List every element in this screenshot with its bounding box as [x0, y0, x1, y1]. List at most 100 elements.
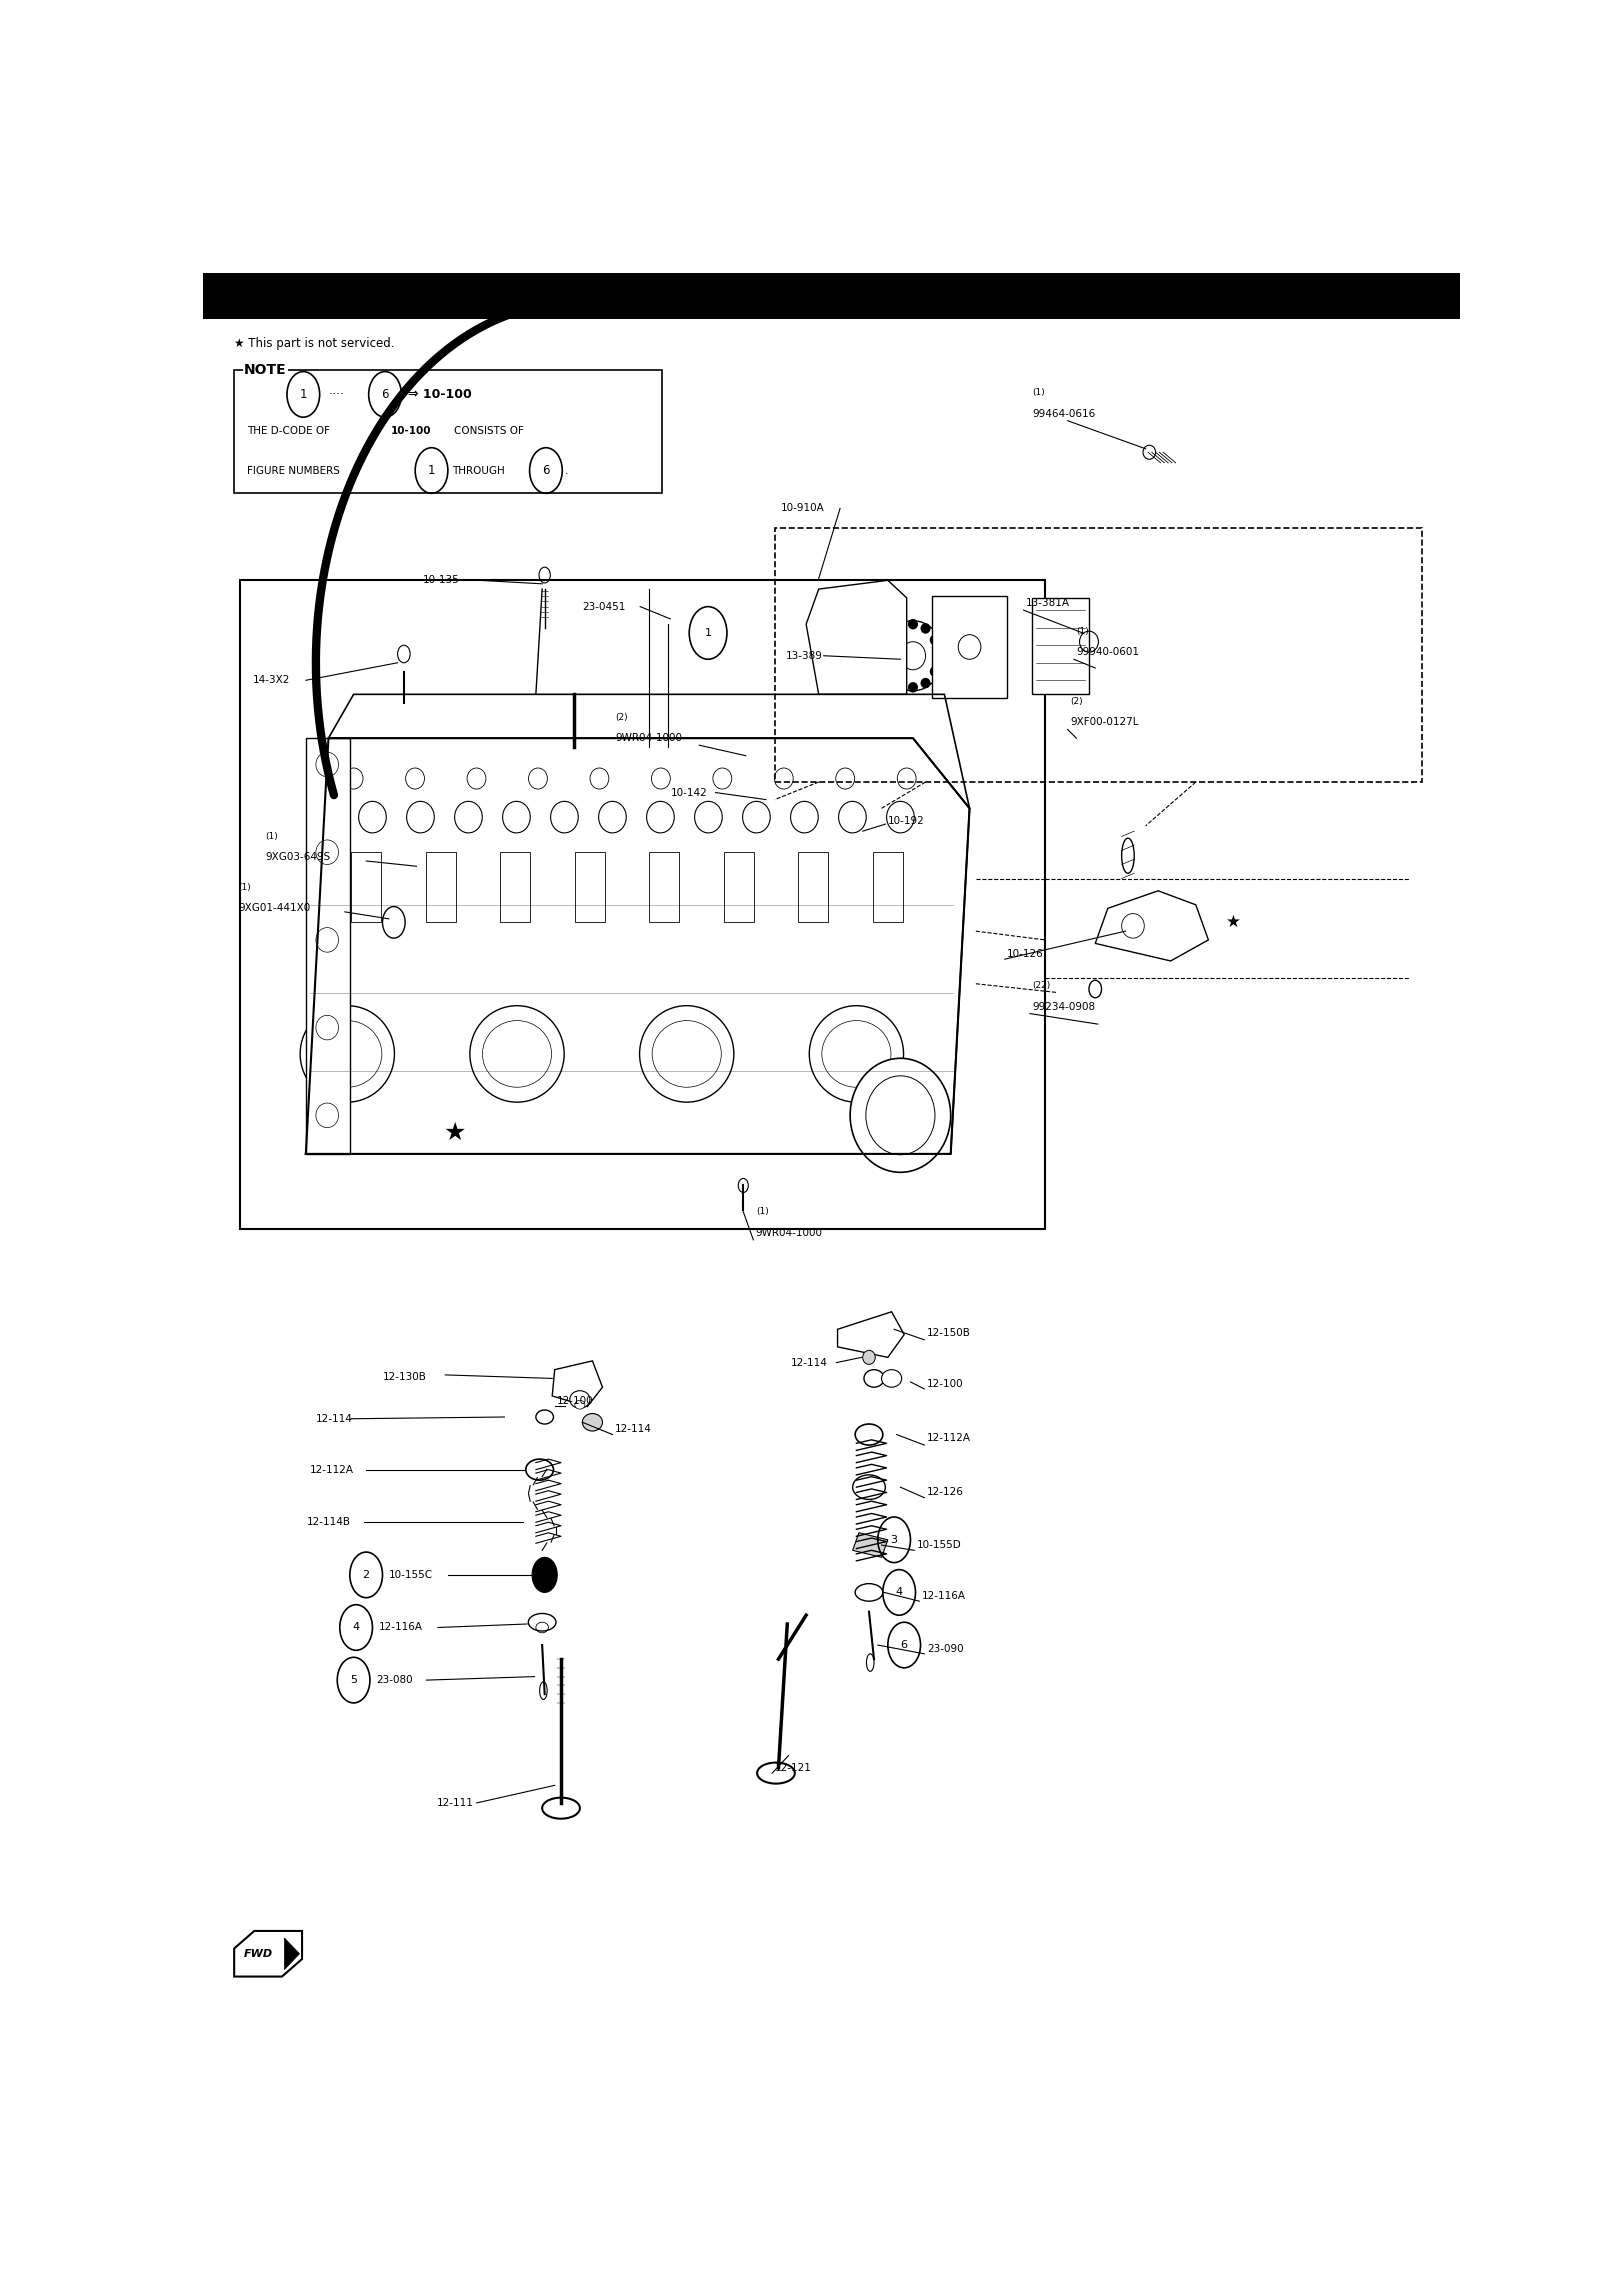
Polygon shape	[853, 1533, 887, 1558]
Ellipse shape	[590, 768, 608, 788]
Ellipse shape	[358, 802, 386, 834]
Ellipse shape	[574, 1401, 586, 1410]
Text: 14-3X2: 14-3X2	[253, 674, 290, 686]
Text: 9XG01-441X0: 9XG01-441X0	[238, 904, 310, 913]
Ellipse shape	[886, 636, 897, 645]
Text: THE D-CODE OF: THE D-CODE OF	[247, 426, 329, 435]
Ellipse shape	[908, 620, 918, 629]
Ellipse shape	[757, 1763, 795, 1784]
Text: 12-114: 12-114	[792, 1358, 827, 1367]
Text: ⇒ 10-100: ⇒ 10-100	[407, 387, 472, 401]
Ellipse shape	[714, 768, 732, 788]
Circle shape	[532, 1558, 558, 1592]
Text: 10-135: 10-135	[423, 576, 459, 585]
Text: (22): (22)	[1033, 982, 1051, 991]
Ellipse shape	[582, 1412, 602, 1431]
Text: (1): (1)	[238, 884, 251, 891]
Ellipse shape	[929, 636, 939, 645]
Polygon shape	[551, 1360, 602, 1406]
Bar	[240, 581, 1045, 1230]
Ellipse shape	[599, 802, 626, 834]
Text: 10-155D: 10-155D	[916, 1540, 962, 1549]
Text: NOTE: NOTE	[245, 362, 287, 376]
Bar	[574, 852, 605, 923]
Text: 6: 6	[900, 1640, 908, 1649]
Ellipse shape	[850, 1059, 950, 1173]
Text: 3: 3	[890, 1535, 897, 1544]
Bar	[307, 738, 350, 1155]
Ellipse shape	[406, 768, 425, 788]
Text: 99940-0601: 99940-0601	[1077, 647, 1139, 658]
Ellipse shape	[569, 1390, 590, 1408]
Ellipse shape	[542, 1797, 579, 1818]
Ellipse shape	[652, 768, 670, 788]
Text: 1: 1	[704, 629, 712, 638]
Ellipse shape	[809, 1005, 903, 1103]
Text: ★ This part is not serviced.: ★ This part is not serviced.	[234, 337, 394, 351]
Ellipse shape	[882, 1369, 902, 1387]
Text: 10-142: 10-142	[670, 788, 707, 797]
Text: 6: 6	[381, 387, 389, 401]
Ellipse shape	[921, 679, 931, 688]
Ellipse shape	[835, 768, 855, 788]
Ellipse shape	[908, 681, 918, 693]
Text: 12-100: 12-100	[558, 1396, 594, 1406]
Ellipse shape	[921, 624, 931, 633]
Ellipse shape	[529, 768, 547, 788]
Text: 99464-0616: 99464-0616	[1033, 408, 1095, 419]
Ellipse shape	[895, 679, 905, 688]
Ellipse shape	[882, 652, 892, 661]
Ellipse shape	[743, 802, 770, 834]
Ellipse shape	[344, 768, 363, 788]
Text: (2): (2)	[615, 713, 628, 722]
Text: 12-130B: 12-130B	[383, 1371, 427, 1383]
Text: 12-150B: 12-150B	[926, 1328, 970, 1337]
Text: ★: ★	[443, 1121, 466, 1146]
Ellipse shape	[407, 802, 435, 834]
Text: 12-111: 12-111	[436, 1797, 474, 1809]
Text: 10-155C: 10-155C	[389, 1570, 433, 1581]
Text: 6: 6	[542, 465, 550, 476]
Text: 12-121: 12-121	[775, 1763, 811, 1772]
Text: 12-114B: 12-114B	[307, 1517, 350, 1526]
Text: 12-126: 12-126	[926, 1488, 963, 1497]
Text: 23-090: 23-090	[926, 1642, 963, 1654]
Bar	[931, 597, 1007, 697]
Bar	[500, 852, 530, 923]
Text: 12-112A: 12-112A	[310, 1465, 354, 1474]
Bar	[234, 369, 662, 492]
Ellipse shape	[454, 802, 482, 834]
Ellipse shape	[839, 802, 866, 834]
Ellipse shape	[300, 1005, 394, 1103]
Text: FIGURE NUMBERS: FIGURE NUMBERS	[247, 465, 339, 476]
Polygon shape	[1095, 891, 1208, 961]
Ellipse shape	[647, 802, 675, 834]
Bar	[873, 852, 903, 923]
Text: 12-116A: 12-116A	[380, 1622, 423, 1633]
Text: (1): (1)	[1077, 626, 1088, 636]
Polygon shape	[284, 1939, 300, 1970]
Text: FWD: FWD	[245, 1948, 274, 1959]
Text: 13-381A: 13-381A	[1027, 599, 1071, 608]
Text: .: .	[564, 465, 568, 476]
Ellipse shape	[639, 1005, 733, 1103]
Ellipse shape	[774, 768, 793, 788]
Text: ····: ····	[328, 387, 344, 401]
Bar	[425, 852, 456, 923]
Bar	[203, 273, 1460, 319]
Text: 12-116A: 12-116A	[921, 1590, 965, 1601]
Text: 23-0451: 23-0451	[582, 601, 626, 611]
Text: (1): (1)	[1033, 387, 1045, 396]
Bar	[1033, 597, 1088, 695]
Text: 10-192: 10-192	[887, 816, 925, 825]
Bar	[775, 528, 1422, 781]
Text: 10-100: 10-100	[391, 426, 431, 435]
Text: 12-112A: 12-112A	[926, 1433, 972, 1442]
Text: 99234-0908: 99234-0908	[1033, 1002, 1095, 1011]
Text: 1: 1	[428, 465, 435, 476]
Bar	[350, 852, 381, 923]
Text: (1): (1)	[266, 831, 279, 841]
Text: 4: 4	[895, 1588, 903, 1597]
Ellipse shape	[503, 802, 530, 834]
Text: THROUGH: THROUGH	[451, 465, 504, 476]
